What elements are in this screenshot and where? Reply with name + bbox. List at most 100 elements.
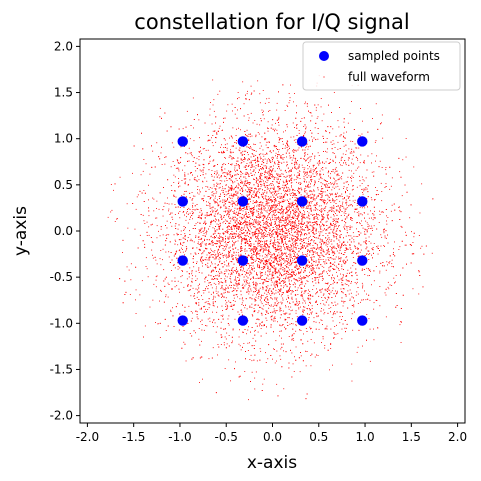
waveform-point [375, 266, 377, 267]
waveform-point [271, 211, 273, 212]
waveform-point [321, 247, 323, 249]
waveform-point [230, 227, 232, 229]
waveform-point [232, 217, 234, 219]
waveform-point [281, 264, 283, 265]
waveform-point [225, 164, 226, 165]
waveform-point [256, 257, 258, 259]
waveform-point [365, 233, 367, 235]
waveform-point [358, 134, 360, 136]
waveform-point [263, 248, 265, 250]
waveform-point [232, 218, 234, 220]
waveform-point [277, 187, 279, 189]
waveform-point [300, 306, 301, 308]
waveform-point [206, 231, 208, 233]
waveform-point [232, 205, 233, 207]
waveform-point [250, 279, 251, 280]
waveform-point [256, 253, 258, 255]
waveform-point [254, 120, 256, 121]
waveform-point [168, 234, 170, 236]
waveform-point [345, 150, 347, 152]
waveform-point [267, 285, 269, 287]
waveform-point [322, 208, 324, 210]
waveform-point [317, 133, 319, 134]
waveform-point [260, 301, 262, 303]
waveform-point [195, 275, 197, 277]
waveform-point [382, 211, 384, 213]
waveform-point [266, 192, 268, 194]
waveform-point [214, 250, 216, 251]
waveform-point [291, 185, 292, 187]
waveform-point [306, 308, 308, 309]
waveform-point [201, 329, 203, 331]
waveform-point [165, 251, 167, 253]
waveform-point [305, 242, 307, 244]
waveform-point [214, 131, 216, 132]
waveform-point [265, 218, 267, 220]
waveform-point [295, 310, 297, 312]
waveform-point [351, 275, 352, 277]
waveform-point [270, 219, 272, 221]
waveform-point [316, 196, 318, 198]
waveform-point [274, 287, 276, 288]
waveform-point [413, 166, 415, 168]
waveform-point [326, 138, 328, 139]
waveform-point [261, 184, 263, 186]
waveform-point [313, 342, 315, 344]
waveform-point [292, 241, 294, 243]
waveform-point [271, 281, 273, 283]
waveform-point [261, 219, 263, 221]
waveform-point [250, 156, 252, 158]
waveform-point [231, 157, 233, 159]
waveform-point [293, 212, 294, 214]
waveform-point [181, 180, 183, 181]
waveform-point [244, 285, 246, 287]
waveform-point [351, 226, 353, 228]
waveform-point [237, 218, 238, 220]
waveform-point [273, 196, 275, 198]
waveform-point [305, 147, 307, 149]
waveform-point [199, 308, 201, 310]
waveform-point [218, 245, 220, 247]
waveform-point [280, 201, 282, 203]
waveform-point [217, 249, 219, 251]
waveform-point [266, 185, 268, 187]
waveform-point [261, 233, 262, 235]
waveform-point [318, 205, 320, 207]
waveform-point [249, 224, 250, 225]
waveform-point [285, 244, 287, 245]
waveform-point [330, 307, 332, 309]
waveform-point [172, 265, 174, 266]
waveform-point [284, 236, 285, 238]
waveform-point [209, 114, 211, 116]
waveform-point [244, 274, 246, 276]
waveform-point [246, 208, 248, 210]
waveform-point [222, 314, 224, 316]
waveform-point [304, 191, 306, 193]
waveform-point [315, 198, 317, 199]
waveform-point [328, 269, 330, 271]
waveform-point [272, 233, 274, 235]
waveform-point [310, 355, 312, 356]
waveform-point [386, 261, 388, 263]
waveform-point [328, 242, 330, 244]
waveform-point [274, 223, 276, 225]
waveform-point [221, 297, 222, 298]
waveform-point [248, 138, 250, 140]
waveform-point [260, 228, 262, 230]
waveform-point [291, 262, 293, 264]
waveform-point [323, 202, 325, 203]
waveform-point [333, 258, 334, 260]
waveform-point [162, 259, 163, 261]
waveform-point [287, 263, 289, 264]
waveform-point [286, 190, 288, 192]
waveform-point [316, 267, 318, 269]
waveform-point [291, 186, 292, 188]
waveform-point [216, 202, 218, 203]
waveform-point [255, 159, 256, 161]
waveform-point [291, 237, 292, 239]
waveform-point [338, 279, 340, 281]
waveform-point [189, 138, 191, 140]
waveform-point [312, 139, 313, 141]
waveform-point [273, 308, 275, 310]
waveform-point [353, 151, 355, 153]
